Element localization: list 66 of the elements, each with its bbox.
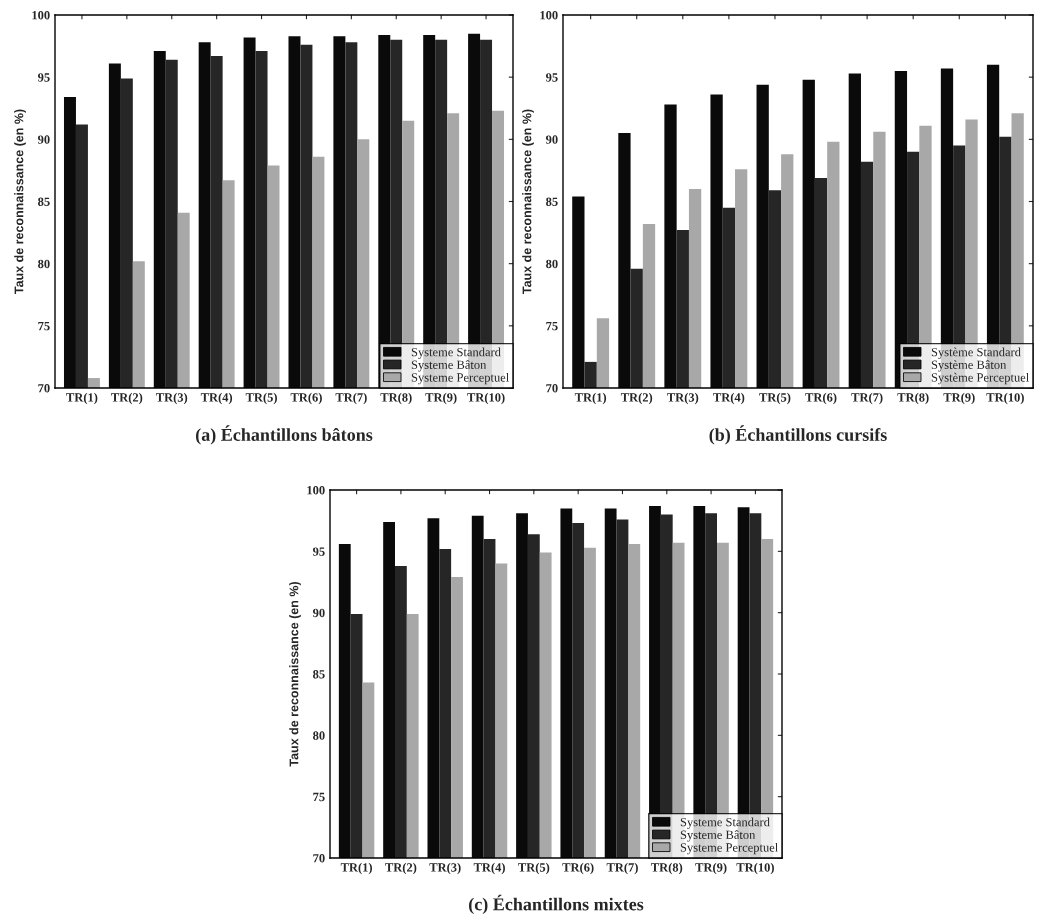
y-tick-label: 95: [545, 73, 558, 82]
y-tick-label: 100: [540, 11, 558, 20]
x-tick-label: TR(4): [473, 862, 505, 875]
y-tick-label: 75: [313, 792, 325, 802]
x-tick-label: TR(8): [897, 392, 929, 405]
x-tick-label: TR(1): [340, 862, 373, 875]
legend-label: Système Perceptuel: [931, 372, 1029, 385]
y-tick-label: 80: [546, 259, 558, 269]
x-tick-label: TR(7): [606, 862, 638, 875]
x-tick-label: TR(6): [805, 392, 837, 405]
legend-label: Système Standard: [931, 347, 1021, 359]
text: (c) Échantillons mixtes: [469, 894, 644, 915]
x-tick-label: TR(10): [467, 392, 505, 405]
text: (b) Échantillons cursifs: [709, 425, 887, 445]
x-tick-label: TR(4): [713, 392, 745, 405]
legend-label: Systeme Perceptuel: [411, 372, 509, 385]
y-tick-label: 95: [312, 547, 325, 556]
x-tick-label: TR(6): [562, 862, 594, 875]
x-tick-label: TR(9): [425, 392, 457, 405]
x-tick-label: TR(5): [759, 392, 791, 405]
x-tick-label: TR(5): [245, 392, 277, 405]
y-axis-title: Taux de reconnaissance (en %): [289, 581, 301, 767]
x-tick-label: TR(3): [155, 392, 188, 405]
x-tick-label: TR(3): [667, 392, 699, 405]
legend-label: Systeme Bâton: [680, 830, 756, 842]
y-tick-label: 80: [38, 259, 50, 269]
x-tick-label: TR(5): [518, 862, 550, 875]
y-tick-label: 85: [38, 197, 50, 206]
text: (a) Échantillons bâtons: [196, 425, 373, 445]
y-tick-label: 80: [313, 731, 325, 740]
x-tick-label: TR(8): [380, 392, 412, 405]
legend-label: Systeme Perceptuel: [680, 842, 778, 855]
x-tick-label: TR(2): [385, 862, 417, 875]
y-tick-label: 90: [37, 135, 50, 144]
x-tick-label: TR(6): [290, 392, 322, 405]
legend-label: Systeme Standard: [411, 347, 501, 359]
y-tick-label: 90: [312, 608, 325, 618]
x-tick-label: TR(9): [943, 392, 975, 405]
y-tick-label: 70: [313, 854, 325, 863]
y-tick-label: 90: [545, 135, 558, 144]
y-tick-label: 85: [546, 197, 558, 206]
y-tick-label: 75: [38, 321, 50, 331]
x-tick-label: TR(7): [851, 392, 883, 405]
y-tick-label: 100: [32, 11, 50, 20]
y-tick-label: 95: [37, 73, 50, 82]
x-tick-label: TR(10): [736, 862, 774, 875]
x-tick-label: TR(2): [111, 392, 143, 405]
y-tick-label: 75: [546, 321, 558, 331]
legend-label: Système Bâton: [931, 360, 1007, 372]
x-tick-label: TR(2): [620, 392, 653, 405]
y-tick-label: 70: [546, 384, 558, 393]
x-tick-label: TR(10): [986, 392, 1024, 405]
x-tick-label: TR(9): [695, 862, 727, 875]
x-tick-label: TR(7): [335, 392, 367, 405]
y-tick-label: 100: [307, 486, 325, 495]
x-tick-label: TR(4): [200, 392, 233, 405]
y-tick-label: 70: [38, 384, 50, 393]
y-axis-title: Taux de reconnaissance (en %): [14, 109, 26, 294]
x-tick-label: TR(8): [651, 862, 683, 875]
x-tick-label: TR(1): [66, 392, 98, 405]
y-tick-label: 85: [313, 670, 325, 679]
y-axis-title: Taux de reconnaissance (en %): [522, 109, 534, 294]
legend-label: Systeme Bâton: [411, 360, 487, 372]
legend-label: Systeme Standard: [680, 817, 770, 829]
x-tick-label: TR(3): [429, 862, 461, 875]
x-tick-label: TR(1): [574, 392, 607, 405]
